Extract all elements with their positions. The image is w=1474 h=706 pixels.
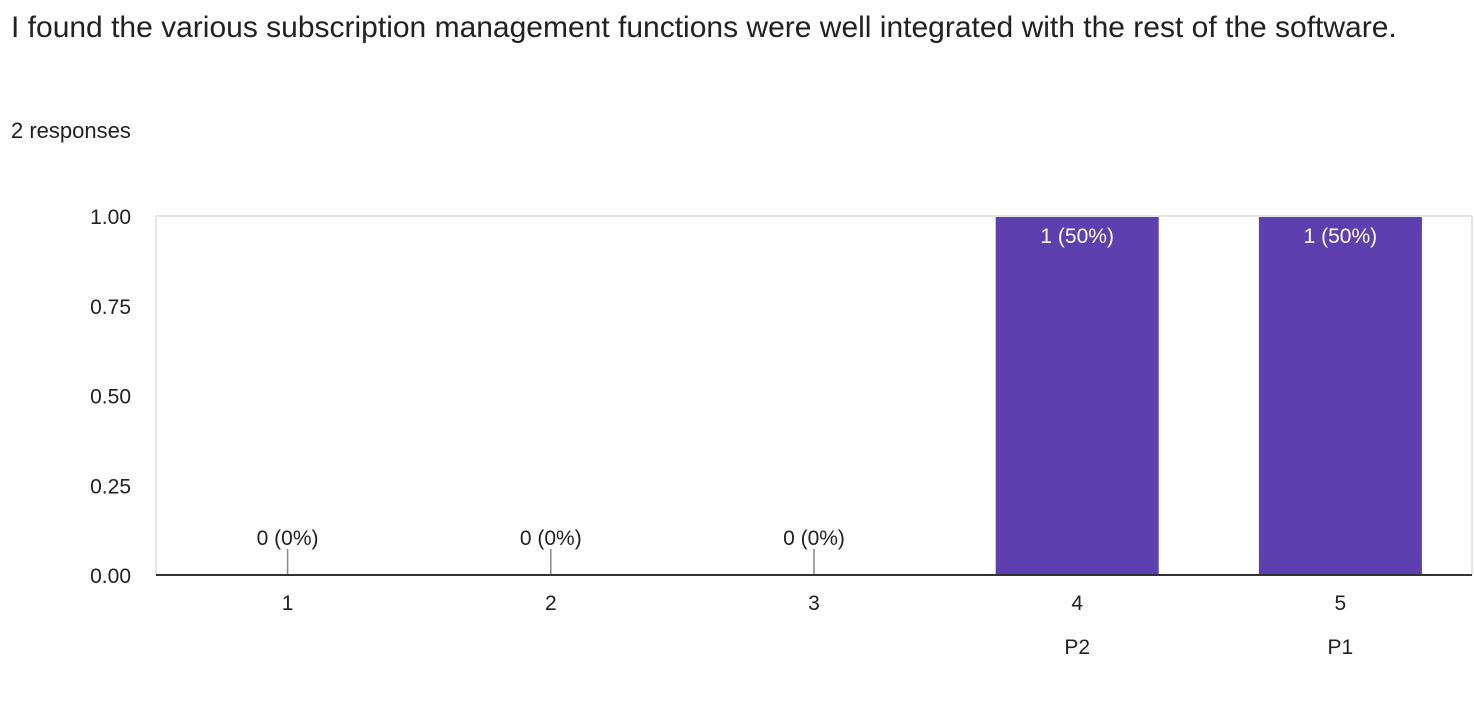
bar [995,216,1159,575]
x-tick-label: 2 [545,592,557,615]
bar-group: 0 (0%) [783,527,845,575]
y-tick-label: 0.25 [90,475,131,498]
x-tick-label: 1 [282,592,294,615]
response-count: 2 responses [11,118,131,143]
bar-data-label: 1 (50%) [1040,225,1114,248]
bar-data-label: 0 (0%) [783,527,845,550]
y-tick-label: 0.75 [90,296,131,319]
bar-data-label: 0 (0%) [520,527,582,550]
y-tick-label: 1.00 [90,206,131,229]
y-axis-ticks: 0.00 0.25 0.50 0.75 1.00 [90,206,131,588]
plot-frame [155,215,1473,576]
bar [1258,216,1422,575]
x-tick-sublabel: P2 [1064,636,1090,659]
bar-data-label: 1 (50%) [1304,225,1378,248]
y-tick-label: 0.50 [90,386,131,409]
question-title: I found the various subscription managem… [11,11,1397,44]
bar-group: 0 (0%) [257,527,319,575]
bar-data-label: 0 (0%) [257,527,319,550]
x-axis-ticks: 1 2 3 4 P2 5 P1 [282,592,1353,659]
bar-group: 1 (50%) [1258,216,1422,575]
x-tick-sublabel: P1 [1328,636,1354,659]
y-tick-label: 0.00 [90,565,131,588]
bars: 0 (0%) 0 (0%) 0 (0%) 1 (50%) 1 (50%) [257,216,1422,575]
x-tick-label: 4 [1071,592,1083,615]
bar-group: 0 (0%) [520,527,582,575]
bar-group: 1 (50%) [995,216,1159,575]
x-tick-label: 3 [808,592,820,615]
x-tick-label: 5 [1335,592,1347,615]
